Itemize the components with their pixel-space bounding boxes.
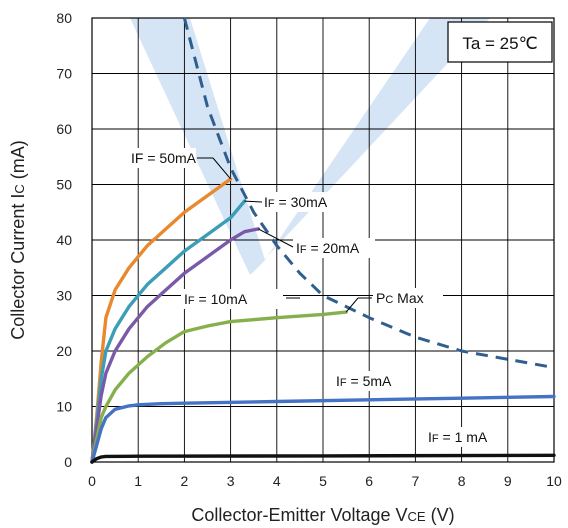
leader-line bbox=[212, 157, 231, 180]
y-tick-label: 70 bbox=[56, 66, 72, 82]
series-label-6: PC Max bbox=[376, 290, 424, 306]
series-label-3: IF = 10mA bbox=[184, 291, 248, 307]
series-label-0: IF = 50mA bbox=[131, 150, 197, 166]
series-label-2: IF = 20mA bbox=[296, 240, 360, 256]
leader-line bbox=[258, 228, 294, 248]
series-line-4 bbox=[90, 394, 556, 464]
series-line-3 bbox=[90, 310, 348, 464]
label-background bbox=[333, 371, 405, 391]
label-background bbox=[96, 148, 196, 168]
y-tick-label: 30 bbox=[56, 288, 72, 304]
leader-line bbox=[244, 200, 263, 203]
label-background bbox=[261, 192, 343, 212]
series-label-5: IF = 1 mA bbox=[428, 429, 488, 445]
series-label-1: IF = 30mA bbox=[264, 194, 328, 210]
x-tick-label: 3 bbox=[227, 473, 235, 489]
label-background bbox=[293, 238, 375, 258]
label-background bbox=[373, 288, 443, 308]
y-tick-label: 0 bbox=[64, 454, 72, 470]
y-axis-title: Collector Current IC (mA) bbox=[8, 140, 28, 339]
y-tick-label: 20 bbox=[56, 343, 72, 359]
condition-box bbox=[447, 21, 553, 63]
label-background bbox=[425, 427, 505, 447]
x-tick-label: 4 bbox=[273, 473, 281, 489]
y-tick-label: 60 bbox=[56, 121, 72, 137]
y-tick-label: 10 bbox=[56, 399, 72, 415]
x-tick-label: 7 bbox=[412, 473, 420, 489]
x-tick-label: 8 bbox=[458, 473, 466, 489]
x-tick-label: 5 bbox=[319, 473, 327, 489]
series-line-0 bbox=[90, 177, 233, 464]
series-line-1 bbox=[90, 199, 247, 464]
plot-frame bbox=[91, 17, 555, 463]
tick-labels: 0 1 2 3 4 5 6 7 8 9 10 0 10 20 30 40 50 60 70 80 bbox=[56, 10, 562, 489]
y-tick-label: 40 bbox=[56, 232, 72, 248]
x-tick-label: 9 bbox=[504, 473, 512, 489]
annotations: IF = 50mA IF = 30mA IF = 20mA IF = 10mA IF =… bbox=[96, 21, 553, 447]
series-line-5 bbox=[90, 453, 556, 464]
x-tick-label: 10 bbox=[546, 473, 562, 489]
series-layer bbox=[90, 17, 556, 464]
leader-line bbox=[345, 297, 359, 313]
x-tick-label: 0 bbox=[88, 473, 96, 489]
label-background bbox=[181, 289, 283, 309]
series-line-6 bbox=[182, 17, 555, 370]
condition-label: Ta = 25℃ bbox=[462, 34, 537, 53]
series-label-4: IF = 5mA bbox=[336, 373, 392, 389]
x-tick-label: 2 bbox=[181, 473, 189, 489]
series-line-2 bbox=[90, 227, 260, 464]
x-tick-label: 1 bbox=[134, 473, 142, 489]
y-tick-label: 80 bbox=[56, 10, 72, 26]
x-tick-label: 6 bbox=[365, 473, 373, 489]
axis-titles: Collector-Emitter Voltage VCE (V) Collect… bbox=[8, 140, 455, 525]
y-tick-label: 50 bbox=[56, 177, 72, 193]
plot-border bbox=[91, 17, 555, 463]
x-axis-title: Collector-Emitter Voltage VCE (V) bbox=[191, 505, 454, 525]
